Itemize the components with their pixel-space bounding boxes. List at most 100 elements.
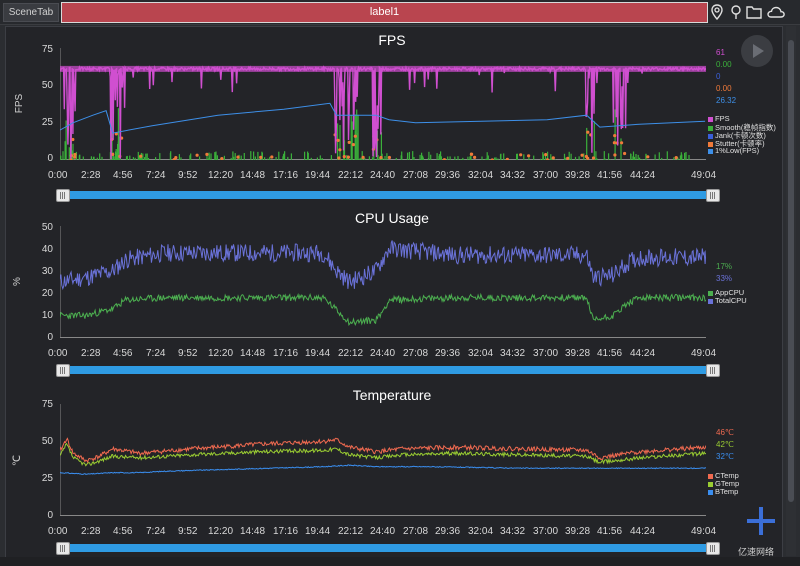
temp-slider-end-handle[interactable] (706, 542, 720, 555)
stutter-point (613, 134, 617, 138)
temp-plot-area (60, 404, 706, 516)
smooth-bar (189, 155, 191, 160)
smooth-bar (240, 155, 242, 160)
ctemp-legend-item[interactable]: CTemp (708, 471, 739, 480)
stutter-point (580, 153, 584, 157)
smooth-bar (145, 153, 147, 160)
smooth-bar (633, 156, 635, 160)
smooth-bar (688, 155, 690, 160)
smooth-bar (339, 125, 341, 160)
stutter-point (174, 156, 178, 160)
stutter-point (544, 153, 548, 157)
stutter-point (351, 143, 355, 147)
smooth-bar (406, 157, 408, 160)
smooth-bar (595, 151, 597, 160)
smooth-bar (361, 151, 363, 160)
smooth-bar (586, 127, 588, 160)
smooth-bar (384, 156, 386, 160)
folder-icon[interactable] (745, 3, 763, 21)
play-button[interactable] (741, 35, 773, 67)
smooth-bar (144, 157, 146, 160)
smooth-bar (117, 141, 119, 160)
smooth-bar (564, 157, 566, 160)
legend-swatch (708, 481, 713, 487)
legend-swatch (708, 133, 713, 139)
smooth-bar (481, 156, 483, 160)
smooth-bar (65, 120, 67, 160)
smooth-bar (126, 155, 128, 160)
smooth-bar (554, 159, 556, 160)
scrollbar-thumb[interactable] (788, 40, 794, 502)
smooth-bar (440, 151, 442, 160)
smooth-bar (137, 151, 139, 160)
cpu-x-tick: 19:44 (305, 348, 331, 359)
temp-time-range-slider[interactable] (62, 544, 714, 552)
low1-legend-item[interactable]: 1%Low(FPS) (708, 146, 759, 155)
smooth-bar (261, 151, 263, 160)
totalcpu-legend-item[interactable]: TotalCPU (708, 296, 747, 305)
stutter-point (195, 153, 199, 157)
bottom-status-strip (0, 557, 800, 566)
smooth-bar (138, 157, 140, 160)
stutter-point (342, 155, 346, 159)
smooth-bar (395, 157, 397, 160)
pin-icon[interactable] (727, 3, 745, 21)
add-chart-button[interactable] (745, 505, 777, 537)
stutter-point (71, 137, 75, 142)
smooth-bar (155, 157, 157, 160)
cpu-slider-start-handle[interactable] (56, 364, 70, 377)
smooth-bar (407, 152, 409, 160)
stutter-point (387, 155, 391, 160)
smooth-bar (159, 153, 161, 160)
smooth-bar (632, 151, 635, 160)
temp-x-tick: 49:04 (691, 526, 717, 537)
stutter-point (584, 154, 589, 159)
smooth-bar (180, 157, 182, 160)
btemp-series-line (60, 464, 706, 475)
smooth-bar (409, 159, 411, 160)
stutter-legend-item[interactable]: Stutter(卡顿率) (708, 138, 765, 149)
smooth-legend-item[interactable]: Smooth(稳帧指数) (708, 122, 776, 133)
btemp-legend-item[interactable]: BTemp (708, 487, 738, 496)
fps-time-range-slider[interactable] (62, 191, 714, 199)
stutter-point (566, 156, 570, 160)
smooth-bar (454, 158, 456, 160)
smooth-bar (563, 153, 566, 160)
temp-slider-start-handle[interactable] (56, 542, 70, 555)
smooth-bar (113, 156, 115, 160)
gtemp-legend-item[interactable]: GTemp (708, 479, 739, 488)
temp-x-tick: 9:52 (178, 526, 198, 537)
smooth-bar (199, 156, 201, 160)
fps-x-tick: 22:12 (338, 170, 364, 181)
cpu-y-tick: 20 (41, 288, 53, 299)
jank-legend-item[interactable]: Jank(卡顿次数) (708, 130, 766, 141)
fps-legend-item[interactable]: FPS (708, 114, 730, 123)
smooth-bar (408, 151, 410, 160)
smooth-bar (134, 157, 136, 160)
smooth-bar (685, 152, 687, 160)
temp-x-tick: 39:28 (565, 526, 591, 537)
temp-x-tick: 41:56 (597, 526, 623, 537)
fps-y-axis-label: FPS (14, 93, 26, 114)
appcpu-legend-item[interactable]: AppCPU (708, 288, 744, 297)
label1-tab[interactable]: label1 (61, 2, 708, 23)
fps-slider-end-handle[interactable] (706, 189, 720, 202)
smooth-bar (307, 151, 309, 160)
smooth-bar (494, 157, 496, 160)
location-icon[interactable] (708, 3, 726, 21)
smooth-bar (485, 158, 487, 160)
smooth-bar (516, 153, 518, 160)
watermark-logo: 亿速网络 (738, 547, 775, 557)
smooth-bar (547, 151, 549, 160)
smooth-bar (114, 151, 117, 160)
fps-slider-start-handle[interactable] (56, 189, 70, 202)
temp-y-axis-label: ℃ (12, 454, 24, 467)
cpu-time-range-slider[interactable] (62, 366, 714, 374)
stutter-point (69, 158, 73, 160)
cpu-slider-end-handle[interactable] (706, 364, 720, 377)
stutter-point (338, 148, 342, 152)
scene-tab[interactable]: SceneTab (3, 3, 59, 22)
smooth-bar (386, 153, 388, 160)
cloud-icon[interactable] (765, 3, 787, 21)
cpu-y-tick: 10 (41, 310, 53, 321)
